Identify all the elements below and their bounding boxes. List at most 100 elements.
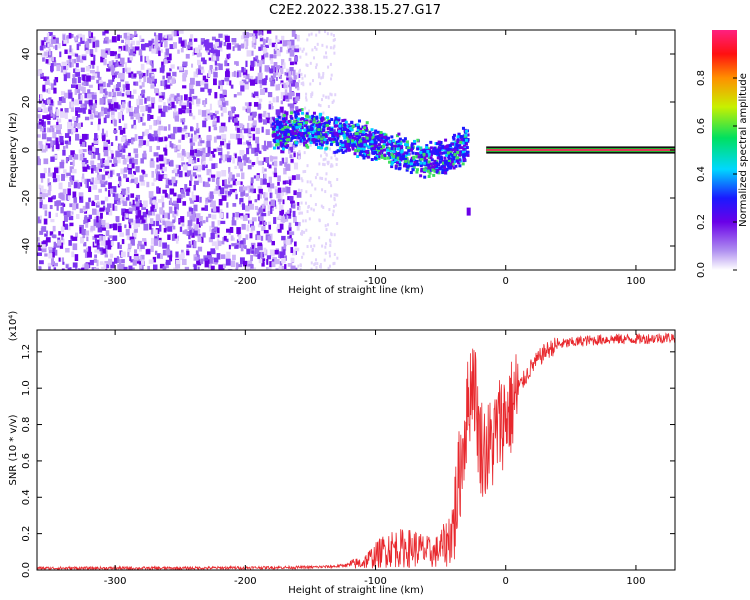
spectrogram-cell	[280, 80, 284, 85]
spectrogram-cell	[413, 161, 417, 165]
spectrogram-cell	[150, 206, 154, 212]
spectrogram-cell	[201, 57, 205, 62]
spectrogram-cell	[242, 154, 247, 161]
spectrogram-cell	[171, 30, 176, 37]
spectrogram-cell	[281, 92, 284, 99]
spectrogram-cell	[211, 36, 216, 41]
spectrogram-cell	[117, 112, 123, 119]
spectrogram-cell	[232, 212, 235, 217]
spectrogram-cell	[309, 82, 312, 86]
spectrogram-cell	[276, 142, 280, 146]
spectrogram-cell	[194, 256, 199, 261]
spectrogram-cell	[303, 230, 306, 234]
spectrogram-cell	[70, 175, 75, 182]
spectrogram-cell	[228, 140, 231, 145]
spectrogram-cell	[342, 130, 346, 134]
spectrogram-cell	[281, 147, 285, 151]
spectrogram-cell	[273, 62, 278, 67]
spectrogram-cell	[279, 161, 283, 166]
spectrogram-cell	[237, 231, 240, 237]
spectrogram-cell	[84, 215, 88, 219]
spectrogram-cell	[373, 138, 377, 142]
spectrogram-cell	[235, 262, 239, 269]
spectrogram-cell	[117, 156, 121, 164]
spectrogram-cell	[119, 143, 122, 150]
spectrogram-cell	[63, 39, 68, 44]
y-tick-label: 0.8	[21, 417, 32, 433]
spectrogram-cell	[104, 165, 110, 169]
y-tick-label: 20	[21, 96, 32, 109]
spectrogram-cell	[139, 85, 143, 89]
spectrogram-cell	[193, 130, 197, 138]
spectrogram-cell	[106, 203, 112, 208]
spectrogram-cell	[401, 152, 405, 156]
spectrogram-cell	[295, 92, 301, 99]
spectrogram-cell	[301, 135, 305, 139]
spectrogram-cell	[334, 121, 338, 125]
snr-panel: -300 -200 -100 0 100 0.00.20.40.60.81.01.2 H…	[8, 311, 676, 596]
spectrogram-cell	[364, 124, 368, 128]
spectrogram-cell	[305, 121, 309, 125]
spectrogram-cell	[257, 244, 263, 251]
spectrogram-cell	[392, 150, 396, 154]
spectrogram-cell	[316, 172, 319, 176]
spectrogram-cell	[99, 247, 104, 252]
spectrogram-cell	[201, 207, 206, 211]
spectrogram-cell	[49, 101, 54, 106]
spectrogram-cell	[173, 192, 177, 197]
spectrogram-cell	[129, 56, 134, 61]
spectrogram-cell	[141, 266, 144, 270]
spectrogram-cell	[271, 122, 275, 126]
spectrogram-cell	[394, 166, 398, 170]
spectrogram-cell	[52, 247, 55, 255]
spectrogram-cell	[386, 148, 390, 152]
spectrogram-cell	[152, 78, 157, 84]
spectrogram-cell	[167, 226, 173, 232]
spectrogram-cell	[281, 35, 285, 41]
spectrogram-cell	[109, 268, 112, 270]
spectrogram-cell	[294, 247, 300, 252]
spectrogram-cell	[92, 103, 97, 109]
spectrogram-cell	[222, 159, 226, 163]
spectrogram-cell	[111, 241, 115, 246]
spectrogram-cell	[299, 117, 303, 121]
spectrogram-cell	[332, 46, 335, 50]
spectrogram-cell	[279, 46, 283, 53]
spectrogram-cell	[108, 258, 113, 265]
spectrogram-cell	[288, 94, 293, 100]
spectrogram-cell	[196, 98, 201, 104]
spectrogram-cell	[445, 147, 449, 151]
spectrogram-cell	[103, 149, 109, 157]
x-tick-label: -300	[104, 576, 127, 587]
spectrogram-cell	[324, 251, 327, 255]
spectrogram-cell	[171, 202, 175, 206]
spectrogram-cell	[343, 136, 347, 140]
spectrogram-cell	[281, 235, 286, 241]
spectrogram-cell	[409, 159, 413, 163]
spectrogram-cell	[221, 241, 225, 245]
spectrogram-cell	[96, 79, 100, 84]
spectrogram-cell	[295, 141, 299, 145]
spectrogram-cell	[72, 168, 77, 174]
spectrogram-cell	[311, 48, 314, 52]
spectrogram-cell	[250, 181, 253, 186]
spectrogram-cell	[404, 157, 408, 161]
spectrogram-cell	[193, 165, 197, 169]
spectrogram-cell	[302, 81, 305, 85]
spectrogram-cell	[108, 39, 113, 43]
spectrogram-cell	[64, 223, 68, 230]
spectrogram-cell	[337, 129, 341, 133]
spectrogram-cell	[336, 149, 340, 153]
spectrogram-cell	[316, 129, 320, 133]
spectrogram-cell	[185, 188, 190, 192]
spectrogram-cell	[429, 156, 433, 160]
spectrogram-cell	[40, 176, 44, 183]
spectrogram-cell	[437, 153, 441, 157]
spectrogram-cell	[364, 150, 368, 154]
spectrogram-cell	[80, 104, 84, 111]
spectrogram-cell	[313, 56, 316, 60]
spectrogram-cell	[200, 87, 205, 92]
spectrogram-cell	[271, 127, 275, 131]
spectrogram-cell	[327, 160, 330, 164]
spectrogram-cell	[272, 146, 276, 150]
